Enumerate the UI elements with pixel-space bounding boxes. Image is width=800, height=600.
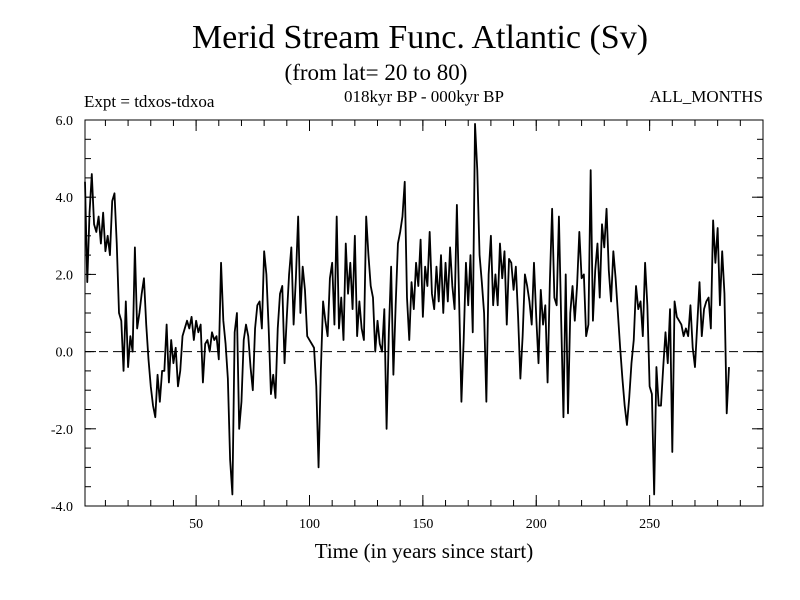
months-label: ALL_MONTHS <box>650 87 763 106</box>
series-line <box>84 122 730 496</box>
x-tick-label: 200 <box>526 517 547 532</box>
y-tick-label: 6.0 <box>56 114 74 129</box>
x-tick-label: 250 <box>639 517 660 532</box>
y-tick-label: 0.0 <box>56 346 74 361</box>
plot-frame <box>84 119 764 507</box>
chart-subtitle: (from lat= 20 to 80) <box>285 60 468 85</box>
x-tick-label: 50 <box>189 517 203 532</box>
x-tick-label: 150 <box>412 517 433 532</box>
experiment-label: Expt = tdxos-tdxoa <box>84 92 215 111</box>
x-axis-label: Time (in years since start) <box>315 539 534 563</box>
y-tick-label: 4.0 <box>56 191 74 206</box>
x-tick-label: 100 <box>299 517 320 532</box>
plot-area: 50 100 150 200 250 -4.0 -2.0 0.0 2.0 4.0 6.0 <box>51 114 764 532</box>
y-tick-label: -4.0 <box>51 500 73 515</box>
chart-title: Merid Stream Func. Atlantic (Sv) <box>192 19 648 56</box>
y-tick-label: -2.0 <box>51 423 73 438</box>
y-tick-label: 2.0 <box>56 268 74 283</box>
period-label: 018kyr BP - 000kyr BP <box>344 87 504 106</box>
